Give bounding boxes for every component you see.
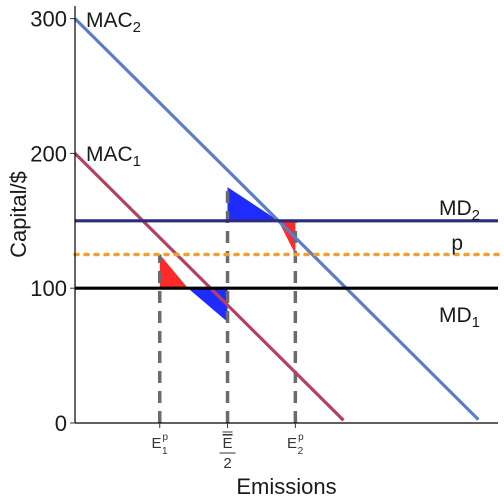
shaded-region-3: [278, 220, 296, 255]
y-tick-label: 0: [55, 411, 67, 436]
series-lines: [73, 17, 500, 422]
x-tick-denominator: 2: [223, 455, 231, 472]
labels: 0 100 200 300 Ep 1 E 2 Ep 2 Emissions Capital/$ MAC2…: [6, 7, 480, 499]
y-tick-label: 100: [30, 276, 67, 301]
series-label-1: MAC1: [86, 143, 141, 170]
shaded-region-1: [188, 288, 228, 322]
x-tick-label-0: Ep 1: [151, 432, 168, 457]
series-label-4: MD1: [439, 304, 480, 331]
axes: [70, 6, 498, 428]
y-axis-title: Capital/$: [6, 171, 31, 258]
x-axis-title: Emissions: [236, 474, 336, 499]
series-line-0: [73, 17, 480, 421]
y-tick-label: 300: [30, 7, 67, 32]
shaded-region-2: [227, 187, 279, 221]
shaded-region-0: [159, 254, 188, 289]
series-label-0: MAC2: [86, 9, 141, 36]
x-tick-label-1: E: [223, 435, 233, 452]
series-label-3: p: [451, 232, 463, 255]
y-tick-label: 200: [30, 141, 67, 166]
series-label-2: MD2: [439, 197, 480, 224]
x-tick-label-2: Ep 2: [287, 432, 304, 457]
